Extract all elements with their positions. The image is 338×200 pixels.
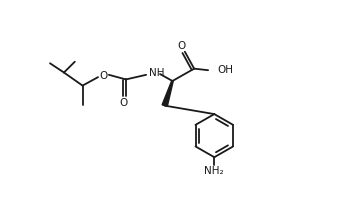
Text: O: O [178, 41, 186, 51]
Text: OH: OH [217, 65, 234, 75]
Text: NH₂: NH₂ [204, 166, 224, 176]
Polygon shape [162, 81, 173, 106]
Text: O: O [120, 98, 128, 108]
Text: NH: NH [149, 68, 165, 78]
Text: O: O [99, 71, 107, 81]
